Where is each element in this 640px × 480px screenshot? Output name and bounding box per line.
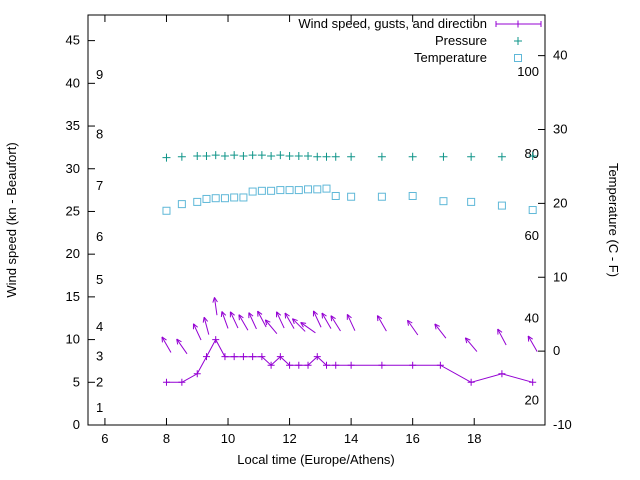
kn-tick-label: 45 [66,33,80,48]
beaufort-label: 4 [96,319,103,334]
celsius-tick-label: 20 [553,195,567,210]
fahrenheit-label: 60 [525,228,539,243]
wind-series [162,336,537,386]
beaufort-label: 1 [96,400,103,415]
legend-label-pressure: Pressure [435,33,487,48]
fahrenheit-label: 20 [525,392,539,407]
x-tick-label: 8 [163,431,170,446]
x-axis-title: Local time (Europe/Athens) [237,452,395,467]
celsius-tick-label: 40 [553,48,567,63]
celsius-tick-label: -10 [553,417,572,432]
beaufort-label: 3 [96,349,103,364]
axes: 6 8 10 12 14 16 18051015202530354045-100102030… [66,14,572,446]
legend-label-temperature: Temperature [414,50,487,65]
x-tick-label: 12 [282,431,296,446]
beaufort-label: 6 [96,229,103,244]
y-axis-left [88,40,95,426]
wind-direction-arrows [161,297,538,355]
pressure-series [162,151,537,162]
beaufort-label: 8 [96,127,103,142]
temperature-series [162,184,537,215]
series [161,151,538,386]
kn-tick-label: 40 [66,75,80,90]
kn-tick-label: 5 [73,374,80,389]
fahrenheit-label: 40 [525,310,539,325]
x-axis [104,15,475,425]
beaufort-label: 7 [96,178,103,193]
fahrenheit-label: 80 [525,146,539,161]
beaufort-label: 5 [96,272,103,287]
beaufort-label: 9 [96,67,103,82]
kn-tick-label: 35 [66,118,80,133]
x-tick-label: 14 [344,431,358,446]
x-tick-label: 18 [467,431,481,446]
x-tick-label: 6 [101,431,108,446]
x-tick-label: 10 [221,431,235,446]
kn-tick-label: 30 [66,161,80,176]
kn-tick-label: 0 [73,417,80,432]
celsius-tick-label: 0 [553,343,560,358]
y-axis-right-title: Temperature (C - F) [606,163,621,277]
legend-markers [495,20,542,62]
x-tick-label: 16 [405,431,419,446]
plot-border [87,14,546,426]
celsius-tick-label: 30 [553,122,567,137]
fahrenheit-label: 100 [517,64,539,79]
kn-tick-label: 25 [66,203,80,218]
legend-label-wind: Wind speed, gusts, and direction [298,16,487,31]
kn-tick-label: 15 [66,289,80,304]
y-axis-left-title: Wind speed (kn - Beaufort) [4,142,19,297]
kn-tick-label: 10 [66,332,80,347]
legend: Wind speed, gusts, and direction Pressur… [298,16,542,65]
kn-tick-label: 20 [66,246,80,261]
beaufort-label: 2 [96,374,103,389]
celsius-tick-label: 10 [553,269,567,284]
y-axis-right [538,55,545,426]
